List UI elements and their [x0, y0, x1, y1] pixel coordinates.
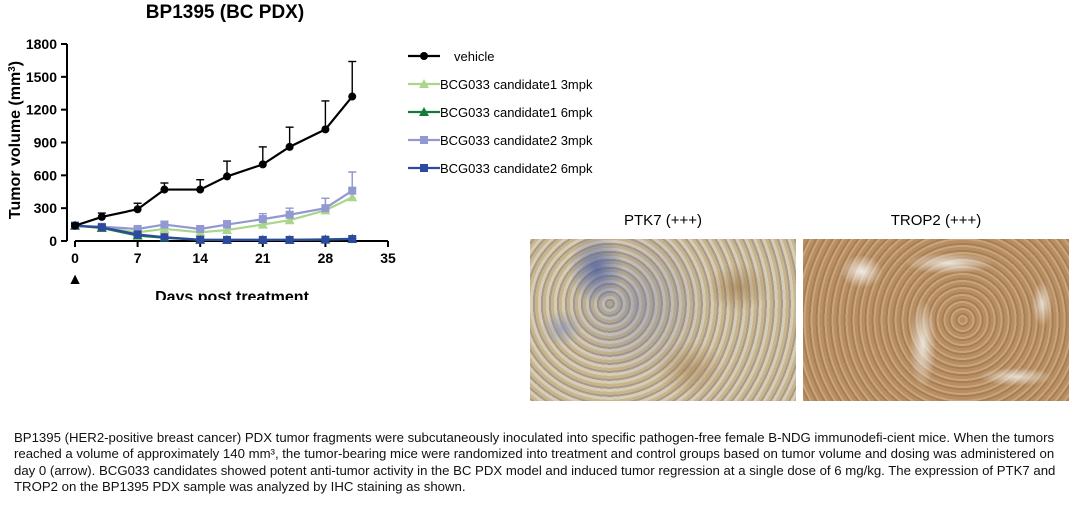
legend-label: BCG033 candidate2 6mpk [440, 161, 593, 176]
data-point [196, 224, 205, 233]
x-tick-label: 7 [134, 250, 142, 266]
series-line [74, 224, 353, 242]
series-line [74, 189, 353, 231]
x-tick-label: 0 [71, 250, 79, 266]
y-tick-label: 300 [34, 200, 58, 216]
y-axis-label: Tumor volume (mm3) [7, 61, 25, 219]
legend-marker [419, 79, 429, 88]
x-axis-label: Days post treatment [155, 289, 309, 300]
x-tick-label: 35 [380, 250, 396, 266]
legend-label: BCG033 candidate1 6mpk [440, 105, 593, 120]
data-point [160, 233, 169, 242]
data-point [160, 220, 169, 229]
legend-item-0: vehicle [408, 49, 494, 64]
legend-marker [420, 52, 428, 60]
legend-item-4: BCG033 candidate2 6mpk [408, 161, 593, 176]
data-point [285, 142, 294, 151]
data-point [97, 212, 106, 221]
data-point [223, 220, 232, 229]
legend-marker [420, 136, 428, 144]
caption-text: BP1395 (HER2-positive breast cancer) PDX… [14, 430, 1056, 494]
ihc-title-trop2: TROP2 (+++) [890, 212, 982, 229]
x-tick-label: 28 [318, 250, 334, 266]
series-line [74, 95, 354, 227]
ihc-image-ptk7 [530, 239, 796, 401]
data-point [196, 235, 205, 244]
legend-item-2: BCG033 candidate1 6mpk [408, 105, 593, 120]
legend-item-3: BCG033 candidate2 3mpk [408, 133, 593, 148]
data-point [223, 172, 232, 181]
data-point [71, 221, 79, 230]
chart-series [70, 60, 358, 244]
data-point [160, 185, 169, 194]
data-point [348, 186, 357, 195]
data-point [258, 160, 267, 169]
data-point [133, 224, 142, 233]
data-point [133, 230, 142, 239]
data-point [321, 235, 330, 244]
legend-item-1: BCG033 candidate1 3mpk [408, 77, 593, 92]
data-point [348, 235, 357, 244]
ihc-title-ptk7: PTK7 (+++) [624, 212, 702, 229]
legend-label: BCG033 candidate1 3mpk [440, 77, 593, 92]
data-point [223, 235, 232, 244]
chart-title: BP1395 (BC PDX) [146, 2, 304, 23]
y-tick-label: 600 [34, 167, 58, 183]
x-tick-label: 14 [192, 250, 208, 266]
y-tick-label: 1500 [26, 69, 57, 85]
data-point [258, 215, 267, 224]
series-3 [71, 171, 357, 233]
data-point [257, 219, 268, 229]
x-tick-label: 21 [255, 250, 271, 266]
series-0 [71, 60, 357, 230]
data-point [133, 205, 142, 214]
data-point [321, 125, 330, 134]
y-tick-label: 1200 [26, 102, 57, 118]
data-point [321, 204, 330, 213]
data-point [285, 235, 294, 244]
data-point [97, 223, 106, 232]
tumor-volume-chart: BP1395 (BC PDX) 0 300 600 900 1200 1500 1800 0 7… [7, 2, 593, 300]
legend-marker [419, 107, 429, 116]
legend-label: vehicle [454, 49, 494, 64]
data-point [222, 225, 233, 235]
chart-legend: vehicle BCG033 candidate1 3mpk BCG033 cand… [408, 49, 593, 176]
y-tick-label: 0 [49, 233, 57, 249]
y-tick-label: 900 [34, 135, 58, 151]
data-point [196, 185, 205, 194]
figure-caption: BP1395 (HER2-positive breast cancer) PDX… [14, 430, 1069, 495]
ihc-image-trop2 [803, 239, 1069, 401]
legend-marker [420, 164, 428, 172]
dosing-arrow-marker: ▲ [67, 271, 83, 288]
y-tick-label: 1800 [26, 36, 57, 52]
legend-label: BCG033 candidate2 3mpk [440, 133, 593, 148]
data-point [347, 192, 358, 202]
data-point [285, 210, 294, 219]
data-point [284, 215, 295, 225]
data-point [348, 92, 357, 101]
data-point [258, 235, 267, 244]
